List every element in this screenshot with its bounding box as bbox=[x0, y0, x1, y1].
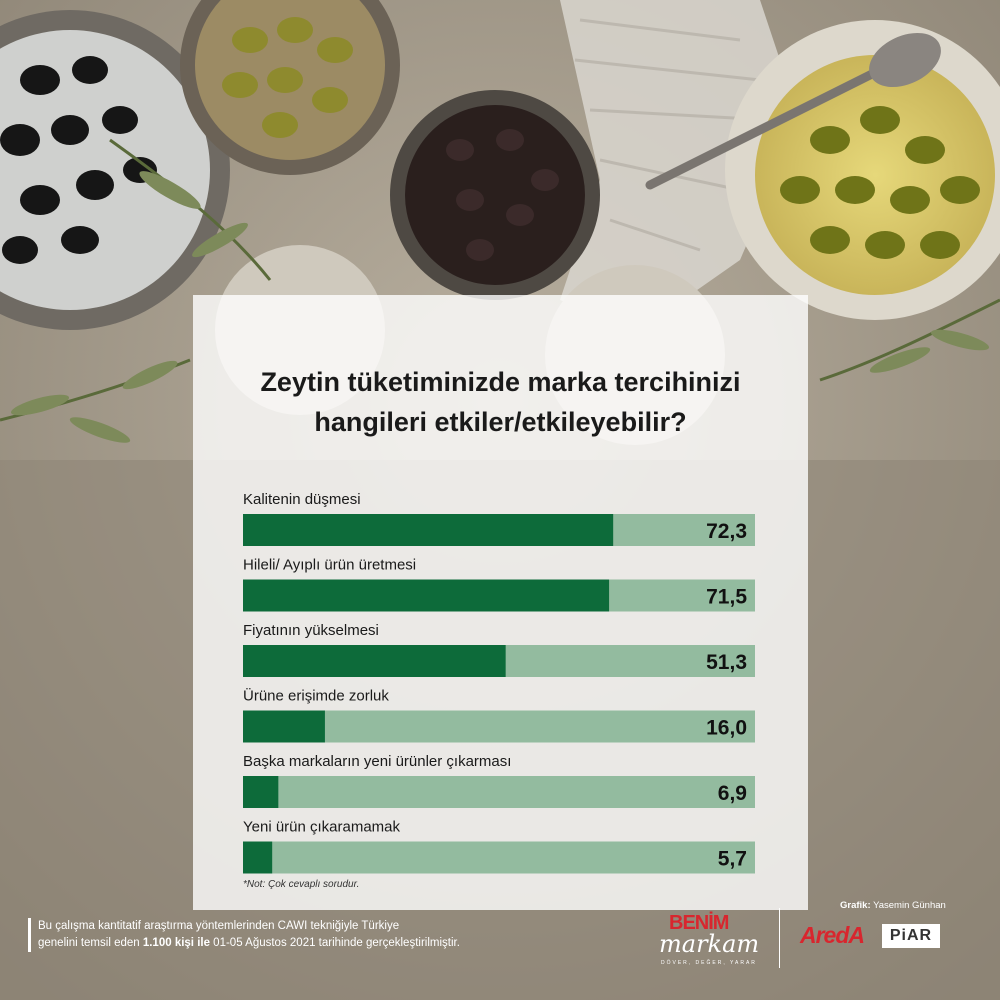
value-label: 5,7 bbox=[718, 848, 747, 871]
bar bbox=[243, 841, 273, 874]
areda-piar-logo: AredA PiAR bbox=[800, 922, 945, 952]
graphic-credit-label: Grafik: bbox=[840, 900, 871, 911]
chart-note: *Not: Çok cevaplı sorudur. bbox=[243, 879, 360, 890]
footer-line-2-post: 01-05 Ağustos 2021 tarihinde gerçekleşti… bbox=[209, 937, 460, 949]
benim-logo-top: BENİM bbox=[669, 912, 729, 934]
category-label: Hileli/ Ayıplı ürün üretmesi bbox=[243, 557, 416, 574]
category-label: Kalitenin düşmesi bbox=[243, 491, 361, 508]
chart-title-line-2: hangileri etkiler/etkileyebilir? bbox=[314, 407, 687, 437]
category-label: Fiyatının yükselmesi bbox=[243, 622, 379, 639]
footer-line-2-bold: 1.100 kişi ile bbox=[142, 937, 210, 949]
areda-logo-text: AredA bbox=[800, 922, 865, 948]
methodology-footer: Bu çalışma kantitatif araştırma yöntemle… bbox=[28, 918, 598, 952]
benim-markam-logo: BENİM markam DÖVER, DEĞER, YARAR bbox=[655, 912, 765, 974]
bar bbox=[243, 776, 279, 808]
bar bbox=[243, 514, 614, 546]
benim-logo-bottom: markam bbox=[659, 930, 760, 958]
chart-title: Zeytin tüketiminizde marka tercihinizi h… bbox=[193, 362, 808, 442]
value-label: 16,0 bbox=[706, 717, 747, 740]
benim-logo-tagline: DÖVER, DEĞER, YARAR bbox=[661, 960, 757, 966]
bar-track bbox=[243, 776, 755, 808]
chart-title-line-1: Zeytin tüketiminizde marka tercihinizi bbox=[260, 367, 741, 397]
bar bbox=[243, 645, 506, 677]
graphic-credit-name: Yasemin Günhan bbox=[873, 900, 946, 911]
bar-track bbox=[243, 841, 755, 874]
bar-track bbox=[243, 710, 755, 743]
piar-logo-text: PiAR bbox=[882, 924, 940, 948]
footer-line-1: Bu çalışma kantitatif araştırma yöntemle… bbox=[38, 920, 400, 932]
bar bbox=[243, 710, 325, 743]
logo-divider bbox=[779, 908, 780, 968]
category-label: Ürüne erişimde zorluk bbox=[243, 687, 389, 705]
category-label: Başka markaların yeni ürünler çıkarması bbox=[243, 753, 511, 770]
graphic-credit: Grafik: Yasemin Günhan bbox=[840, 900, 946, 911]
value-label: 51,3 bbox=[706, 651, 747, 674]
bar bbox=[243, 579, 610, 612]
value-label: 71,5 bbox=[706, 586, 747, 609]
footer-line-2-pre: genelini temsil eden bbox=[38, 937, 143, 949]
category-label: Yeni ürün çıkaramamak bbox=[243, 819, 401, 836]
value-label: 6,9 bbox=[718, 782, 747, 805]
value-label: 72,3 bbox=[706, 520, 747, 543]
